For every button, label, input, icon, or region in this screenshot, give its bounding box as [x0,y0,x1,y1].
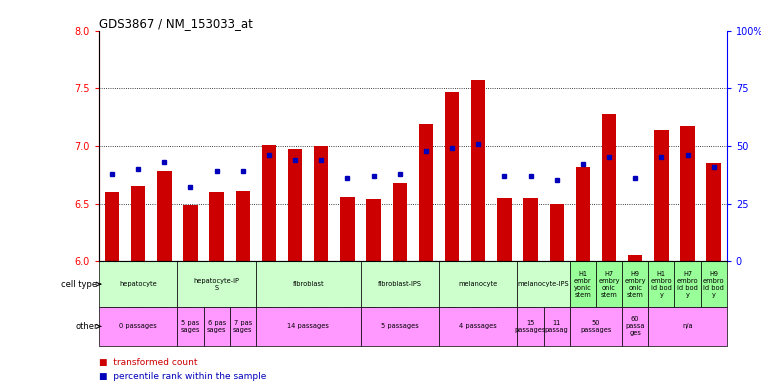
Bar [262,145,276,261]
Text: fibroblast-IPS: fibroblast-IPS [377,281,422,287]
Bar [628,255,642,261]
Bar [105,192,119,261]
Text: 6 pas
sages: 6 pas sages [207,320,226,333]
Bar [393,183,407,261]
Text: 5 passages: 5 passages [381,323,419,329]
Bar [517,307,543,346]
Bar [288,149,302,261]
Bar [177,261,256,307]
Bar [570,307,622,346]
Bar [654,130,669,261]
Text: H1
embr
yonic
stem: H1 embr yonic stem [574,271,592,298]
Text: H9
embro
id bod
y: H9 embro id bod y [703,271,724,298]
Bar [602,114,616,261]
Text: H9
embry
onic
stem: H9 embry onic stem [625,271,646,298]
Bar [575,167,590,261]
Bar [622,307,648,346]
Bar [543,307,570,346]
Bar [230,307,256,346]
Bar [680,126,695,261]
Bar [366,199,380,261]
Bar [99,261,177,307]
Text: H7
embro
id bod
y: H7 embro id bod y [677,271,699,298]
Bar [340,197,355,261]
Text: 5 pas
sages: 5 pas sages [181,320,200,333]
Bar [209,192,224,261]
Bar [471,80,486,261]
Text: other: other [75,322,97,331]
Bar [177,307,204,346]
Bar [622,261,648,307]
Text: fibroblast: fibroblast [292,281,324,287]
Text: 14 passages: 14 passages [287,323,330,329]
Text: H1
embro
id bod
y: H1 embro id bod y [651,271,672,298]
Bar [99,307,177,346]
Text: 60
passa
ges: 60 passa ges [626,316,645,336]
Text: 15
passages: 15 passages [515,320,546,333]
Text: H7
embry
onic
stem: H7 embry onic stem [598,271,619,298]
Bar [157,171,171,261]
Bar [701,261,727,307]
Bar [524,198,538,261]
Bar [183,205,198,261]
Text: ■  transformed count: ■ transformed count [99,358,197,367]
Bar [445,92,460,261]
Bar [314,146,329,261]
Text: hepatocyte-iP
S: hepatocyte-iP S [193,278,240,291]
Text: 50
passages: 50 passages [581,320,612,333]
Bar [361,261,439,307]
Text: 0 passages: 0 passages [119,323,157,329]
Text: hepatocyte: hepatocyte [119,281,157,287]
Text: n/a: n/a [682,323,693,329]
Bar [706,163,721,261]
Bar [439,261,517,307]
Text: melanocyte-IPS: melanocyte-IPS [517,281,569,287]
Bar [204,307,230,346]
Bar [256,307,361,346]
Bar [497,198,511,261]
Bar [596,261,622,307]
Bar [674,261,701,307]
Bar [361,307,439,346]
Text: ■  percentile rank within the sample: ■ percentile rank within the sample [99,372,266,381]
Text: 11
passag: 11 passag [545,320,568,333]
Bar [439,307,517,346]
Bar [570,261,596,307]
Bar [419,124,433,261]
Text: GDS3867 / NM_153033_at: GDS3867 / NM_153033_at [99,17,253,30]
Bar [256,261,361,307]
Bar [648,261,674,307]
Bar [549,204,564,261]
Text: 7 pas
sages: 7 pas sages [233,320,253,333]
Bar [648,307,727,346]
Bar [131,186,145,261]
Bar [517,261,570,307]
Bar [236,191,250,261]
Text: melanocyte: melanocyte [459,281,498,287]
Text: 4 passages: 4 passages [460,323,497,329]
Text: cell type: cell type [62,280,97,289]
